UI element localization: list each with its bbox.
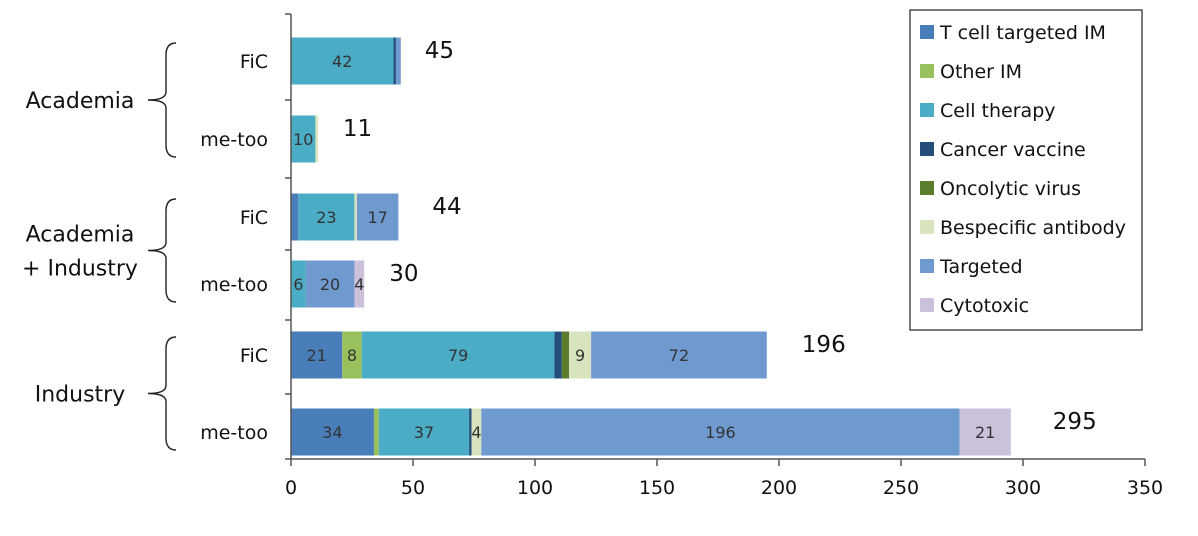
category-label: FiC [240, 51, 268, 73]
x-tick-label: 300 [1005, 477, 1041, 499]
bar-segment [554, 331, 562, 379]
legend-label: T cell targeted IM [939, 22, 1106, 44]
segment-value-label: 17 [367, 208, 387, 227]
category-label: FiC [240, 345, 268, 367]
group-label: Industry [35, 383, 126, 408]
legend-swatch [920, 64, 934, 78]
bar-segment [481, 408, 960, 456]
x-tick-label: 350 [1127, 477, 1163, 499]
group-label: Academia [26, 223, 135, 248]
category-labels-layer: FiC me-too FiC me-too FiC me-too [200, 51, 268, 444]
group-brace [147, 42, 177, 158]
segment-value-label: 10 [293, 130, 313, 149]
bar-segment [471, 408, 482, 456]
bar-segment [298, 193, 355, 241]
bar-segment [291, 115, 316, 163]
bar-segment [291, 37, 394, 85]
bar-segment [315, 115, 318, 163]
bar-segment [356, 193, 399, 241]
group-labels-layer: Academia Academia + Industry Industry [22, 42, 177, 451]
x-tick-label: 200 [761, 477, 797, 499]
legend-label: Bespecific antibody [940, 217, 1126, 239]
segment-value-label: 37 [414, 423, 434, 442]
legend-frame [909, 9, 1143, 331]
total-label: 44 [432, 194, 461, 220]
total-label: 30 [389, 261, 418, 287]
legend-label: Cancer vaccine [940, 139, 1086, 161]
bar-segment [569, 331, 592, 379]
segment-value-label: 4 [354, 275, 364, 294]
segment-value-label: 34 [322, 423, 342, 442]
segment-value-label: 4 [471, 423, 481, 442]
segment-value-label: 21 [975, 423, 995, 442]
category-label: me-too [200, 129, 268, 151]
legend: T cell targeted IM Other IM Cell therapy Ca… [909, 9, 1143, 331]
legend-swatch [920, 103, 934, 117]
segment-value-label: 20 [320, 275, 340, 294]
legend-label: Cytotoxic [940, 295, 1029, 317]
x-tick-label: 100 [517, 477, 553, 499]
legend-label: Other IM [940, 61, 1022, 83]
axes-layer [290, 14, 1145, 460]
segment-value-label: 23 [316, 208, 336, 227]
segment-value-label: 9 [575, 346, 585, 365]
bar-segment [469, 408, 472, 456]
segment-value-label: 79 [448, 346, 468, 365]
legend-swatch [920, 298, 934, 312]
bar-segment [378, 408, 470, 456]
legend-swatch [920, 142, 934, 156]
bar-segment [291, 260, 306, 308]
legend-swatch [920, 25, 934, 39]
category-label: FiC [240, 207, 268, 229]
group-brace [147, 336, 177, 451]
segment-value-label: 72 [669, 346, 689, 365]
bar-segment [291, 193, 299, 241]
bar-segment [291, 331, 343, 379]
group-label: + Industry [22, 257, 138, 282]
bar-segment [373, 408, 379, 456]
bars-layer [291, 37, 1011, 456]
bar-segment [959, 408, 1011, 456]
segment-value-label: 21 [306, 346, 326, 365]
bar-segment [361, 331, 555, 379]
group-brace [147, 198, 177, 303]
category-label: me-too [200, 274, 268, 296]
category-label: me-too [200, 422, 268, 444]
x-ticks-layer: 0 50 100 150 200 250 300 350 [285, 13, 1163, 499]
bar-segment [393, 37, 396, 85]
legend-label: Cell therapy [940, 100, 1056, 122]
legend-swatch [920, 220, 934, 234]
bar-segment [354, 193, 357, 241]
group-label: Academia [26, 89, 135, 114]
x-tick-label: 50 [401, 477, 425, 499]
x-tick-label: 150 [639, 477, 675, 499]
legend-label: Targeted [939, 256, 1023, 278]
total-label: 196 [802, 332, 846, 358]
bar-segment [305, 260, 355, 308]
legend-swatch [920, 259, 934, 273]
bar-segment [561, 331, 570, 379]
bar-segment [291, 408, 374, 456]
segment-value-label: 196 [705, 423, 736, 442]
total-label: 45 [425, 38, 454, 64]
legend-swatch [920, 181, 934, 195]
x-tick-label: 0 [285, 477, 297, 499]
segment-value-label: 6 [293, 275, 303, 294]
bar-segment [591, 331, 767, 379]
bar-segment [342, 331, 362, 379]
legend-label: Oncolytic virus [940, 178, 1081, 200]
total-labels-layer: 45 11 44 30 196 295 [343, 38, 1097, 435]
total-label: 295 [1053, 409, 1097, 435]
segment-value-label: 42 [332, 52, 352, 71]
x-tick-label: 250 [883, 477, 919, 499]
segment-labels-layer: 42 10 23 17 6 20 4 21 8 79 9 72 34 37 4 196 21 [293, 52, 995, 442]
bar-segment [395, 37, 401, 85]
total-label: 11 [343, 116, 372, 142]
bar-segment [354, 260, 365, 308]
segment-value-label: 8 [347, 346, 357, 365]
